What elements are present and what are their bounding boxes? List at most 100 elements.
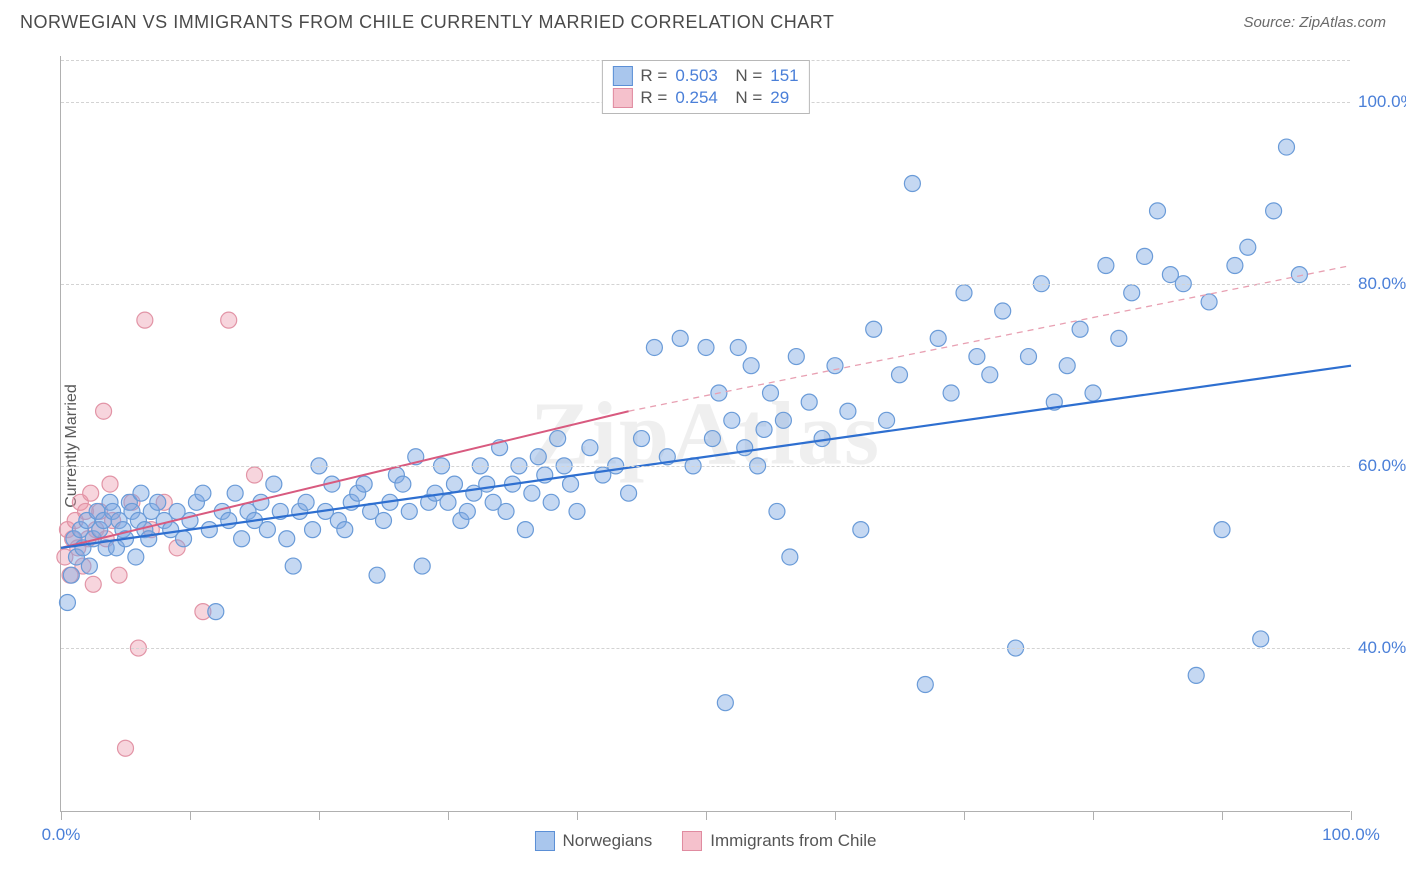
legend-swatch-pink [682, 831, 702, 851]
data-point [111, 567, 127, 583]
data-point [285, 558, 301, 574]
data-point [401, 503, 417, 519]
data-point [763, 385, 779, 401]
data-point [698, 339, 714, 355]
data-point [517, 522, 533, 538]
scatter-chart: ZipAtlas R = 0.503 N = 151 R = 0.254 N =… [60, 56, 1350, 812]
correlation-legend: R = 0.503 N = 151 R = 0.254 N = 29 [601, 60, 809, 114]
data-point [524, 485, 540, 501]
data-point [730, 339, 746, 355]
data-point [201, 522, 217, 538]
data-point [930, 330, 946, 346]
data-point [247, 467, 263, 483]
x-tick [319, 811, 320, 820]
data-point [853, 522, 869, 538]
data-point [1201, 294, 1217, 310]
data-point [195, 485, 211, 501]
data-point [737, 440, 753, 456]
data-point [621, 485, 637, 501]
chart-header: NORWEGIAN VS IMMIGRANTS FROM CHILE CURRE… [0, 0, 1406, 41]
chart-title: NORWEGIAN VS IMMIGRANTS FROM CHILE CURRE… [20, 12, 834, 33]
data-point [582, 440, 598, 456]
data-point [395, 476, 411, 492]
data-point [227, 485, 243, 501]
gridline [61, 284, 1350, 285]
data-point [1072, 321, 1088, 337]
data-point [1059, 358, 1075, 374]
data-point [176, 531, 192, 547]
data-point [221, 312, 237, 328]
data-point [259, 522, 275, 538]
y-tick-label: 100.0% [1358, 92, 1406, 112]
data-point [827, 358, 843, 374]
data-point [801, 394, 817, 410]
legend-n-label: N = [726, 88, 762, 108]
x-tick [61, 811, 62, 820]
y-tick-label: 80.0% [1358, 274, 1406, 294]
data-point [634, 431, 650, 447]
data-point [1279, 139, 1295, 155]
data-point [1111, 330, 1127, 346]
data-point [550, 431, 566, 447]
data-point [266, 476, 282, 492]
legend-r-label: R = [640, 66, 667, 86]
series-legend: Norwegians Immigrants from Chile [534, 831, 876, 851]
data-point [704, 431, 720, 447]
data-point [1098, 257, 1114, 273]
data-point [298, 494, 314, 510]
legend-row-norwegians: R = 0.503 N = 151 [612, 65, 798, 87]
data-point [1137, 248, 1153, 264]
data-point [63, 567, 79, 583]
data-point [137, 312, 153, 328]
data-point [1085, 385, 1101, 401]
trend-line [629, 265, 1351, 411]
data-point [376, 513, 392, 529]
data-point [459, 503, 475, 519]
data-point [904, 176, 920, 192]
gridline [61, 648, 1350, 649]
data-point [563, 476, 579, 492]
data-point [982, 367, 998, 383]
data-point [892, 367, 908, 383]
legend-r-label: R = [640, 88, 667, 108]
data-point [866, 321, 882, 337]
data-point [305, 522, 321, 538]
data-point [141, 531, 157, 547]
data-point [646, 339, 662, 355]
data-point [279, 531, 295, 547]
data-point [756, 421, 772, 437]
data-point [743, 358, 759, 374]
data-point [840, 403, 856, 419]
x-tick [1351, 811, 1352, 820]
data-point [724, 412, 740, 428]
data-point [102, 476, 118, 492]
data-point [128, 549, 144, 565]
data-point [995, 303, 1011, 319]
data-point [118, 740, 134, 756]
x-tick [1093, 811, 1094, 820]
data-point [1150, 203, 1166, 219]
data-point [83, 485, 99, 501]
legend-item-chile: Immigrants from Chile [682, 831, 876, 851]
data-point [446, 476, 462, 492]
legend-row-chile: R = 0.254 N = 29 [612, 87, 798, 109]
data-point [530, 449, 546, 465]
legend-label-1: Immigrants from Chile [710, 831, 876, 851]
y-tick-label: 40.0% [1358, 638, 1406, 658]
data-point [234, 531, 250, 547]
data-point [1227, 257, 1243, 273]
data-point [672, 330, 688, 346]
data-point [150, 494, 166, 510]
data-point [1214, 522, 1230, 538]
data-point [208, 604, 224, 620]
source-attribution: Source: ZipAtlas.com [1243, 14, 1386, 31]
x-tick [190, 811, 191, 820]
legend-item-norwegians: Norwegians [534, 831, 652, 851]
data-point [569, 503, 585, 519]
data-point [775, 412, 791, 428]
x-tick [577, 811, 578, 820]
data-point [133, 485, 149, 501]
data-point [1188, 667, 1204, 683]
legend-n-value-0: 151 [770, 66, 798, 86]
legend-r-value-1: 0.254 [675, 88, 718, 108]
